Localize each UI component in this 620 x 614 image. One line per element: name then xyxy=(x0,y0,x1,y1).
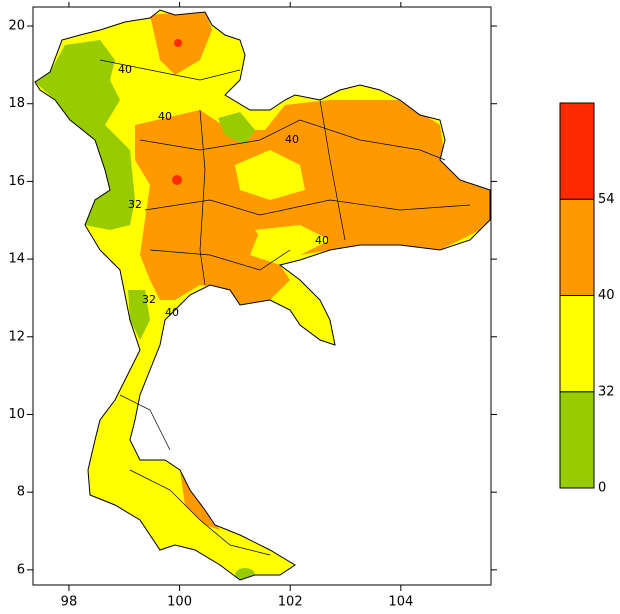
colorbar-box xyxy=(559,102,595,200)
zone-orange xyxy=(135,100,490,305)
y-tick-label: 10 xyxy=(8,407,25,422)
colorbar-label: 40 xyxy=(598,288,615,303)
zone-red xyxy=(174,39,182,47)
x-tick-label: 100 xyxy=(167,595,192,610)
contour-label: 40 xyxy=(315,234,329,247)
x-tick-label: 98 xyxy=(61,595,78,610)
contour-label: 40 xyxy=(285,133,299,146)
colorbar-box xyxy=(559,198,595,296)
zone-yellow xyxy=(255,225,330,255)
contour-label: 32 xyxy=(142,293,156,306)
y-tick-label: 8 xyxy=(17,485,25,500)
colorbar-label: 54 xyxy=(598,192,615,207)
contour-label: 40 xyxy=(118,63,132,76)
y-tick-label: 16 xyxy=(8,174,25,189)
zone-green xyxy=(35,40,135,230)
colorbar-box xyxy=(559,295,595,393)
contour-label: 40 xyxy=(165,306,179,319)
y-tick-label: 6 xyxy=(17,562,25,577)
contour-labels: 40 40 40 40 32 32 40 xyxy=(118,63,329,319)
zone-yellow xyxy=(235,150,305,200)
colorbar-label: 0 xyxy=(598,481,606,496)
contour-label: 40 xyxy=(158,110,172,123)
x-tick-label: 102 xyxy=(278,595,303,610)
colorbar-label: 32 xyxy=(598,384,615,399)
zone-red xyxy=(172,175,182,185)
colorbar-box xyxy=(559,391,595,489)
zone-green xyxy=(235,568,255,580)
plot-frame xyxy=(32,6,492,586)
province-lines xyxy=(99,59,471,556)
zone-green xyxy=(128,290,150,340)
y-tick-label: 18 xyxy=(8,96,25,111)
contour-label: 32 xyxy=(128,198,142,211)
y-tick-label: 12 xyxy=(8,329,25,344)
y-tick-label: 20 xyxy=(8,19,25,34)
y-tick-label: 14 xyxy=(8,252,25,267)
zone-green xyxy=(218,112,255,145)
contour-fill xyxy=(35,10,490,580)
x-tick-label: 104 xyxy=(388,595,413,610)
